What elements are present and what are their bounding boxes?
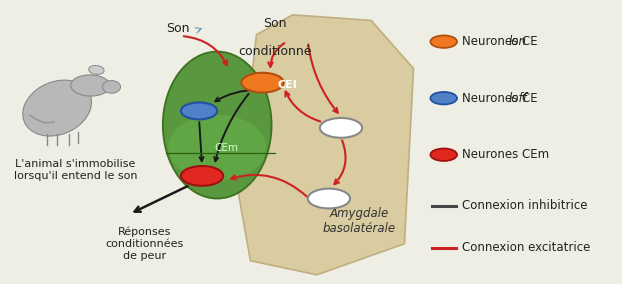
Text: loff: loff [508, 92, 527, 105]
Text: Neurones CE: Neurones CE [462, 35, 537, 48]
Text: Connexion inhibitrice: Connexion inhibitrice [462, 199, 587, 212]
Circle shape [308, 189, 350, 208]
Text: L'animal s'immobilise
lorsqu'il entend le son: L'animal s'immobilise lorsqu'il entend l… [14, 159, 137, 181]
Circle shape [430, 149, 457, 161]
Text: lon: lon [508, 35, 526, 48]
Circle shape [430, 36, 457, 48]
Text: CEI: CEI [277, 80, 297, 91]
Polygon shape [235, 15, 414, 275]
Text: Connexion excitatrice: Connexion excitatrice [462, 241, 590, 254]
Circle shape [181, 166, 223, 186]
Circle shape [320, 118, 362, 138]
Ellipse shape [71, 75, 110, 96]
Ellipse shape [103, 81, 121, 93]
Circle shape [241, 73, 284, 93]
Text: Neurones CEm: Neurones CEm [462, 148, 549, 161]
Text: Son: Son [263, 17, 286, 30]
Text: Son: Son [166, 22, 190, 36]
Circle shape [181, 103, 217, 119]
Ellipse shape [163, 52, 272, 199]
Text: conditionné: conditionné [238, 45, 312, 58]
Ellipse shape [23, 80, 91, 136]
Text: Amygdale
basolatérale: Amygdale basolatérale [323, 207, 396, 235]
Text: CEm: CEm [214, 143, 238, 153]
Ellipse shape [89, 66, 104, 74]
Circle shape [430, 92, 457, 105]
Ellipse shape [169, 114, 266, 181]
Text: Neurones CE: Neurones CE [462, 92, 537, 105]
Text: Réponses
conditionnées
de peur: Réponses conditionnées de peur [106, 227, 184, 261]
